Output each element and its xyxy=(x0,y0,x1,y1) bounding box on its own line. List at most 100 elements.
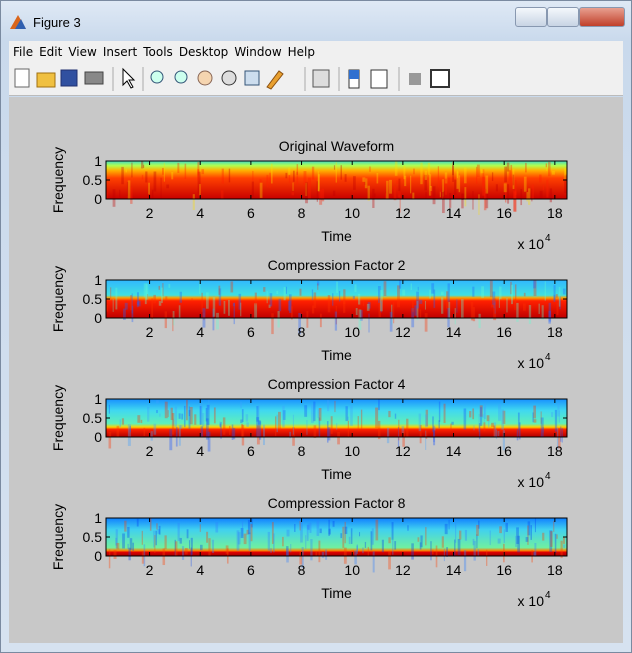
x-multiplier: x 10 xyxy=(518,355,545,371)
spectrogram-texture xyxy=(420,163,422,185)
spectrogram-texture xyxy=(388,537,390,543)
spectrogram-texture xyxy=(159,301,161,306)
spectrogram-texture xyxy=(115,288,117,310)
spectrogram-texture xyxy=(246,414,248,421)
spectrogram-texture xyxy=(328,529,330,535)
spectrogram-texture xyxy=(120,419,121,427)
spectrogram-texture xyxy=(318,541,320,563)
spectrogram-texture xyxy=(444,549,445,561)
spectrogram-texture xyxy=(268,532,270,551)
spectrogram-texture xyxy=(563,289,566,295)
x-tick-label: 4 xyxy=(196,562,204,578)
close-button[interactable] xyxy=(579,7,625,27)
spectrogram-texture xyxy=(182,546,184,560)
spectrogram-texture xyxy=(117,426,120,438)
spectrogram-texture xyxy=(548,311,551,324)
menu-item[interactable]: Window xyxy=(234,45,281,59)
spectrogram-texture xyxy=(374,194,376,198)
spectrogram-texture xyxy=(551,412,553,417)
spectrogram-texture xyxy=(334,165,335,170)
x-tick-label: 16 xyxy=(496,562,512,578)
spectrogram-texture xyxy=(539,175,541,183)
spectrogram-texture xyxy=(144,283,145,297)
spectrogram-texture xyxy=(456,299,457,312)
x-tick-label: 12 xyxy=(395,205,411,221)
spectrogram-texture xyxy=(263,425,265,445)
spectrogram-texture xyxy=(441,297,443,313)
spectrogram-texture xyxy=(305,182,308,203)
spectrogram-texture xyxy=(168,284,170,288)
spectrogram-texture xyxy=(328,427,331,440)
spectrogram-texture xyxy=(185,548,188,554)
spectrogram-texture xyxy=(178,523,180,541)
spectrogram-texture xyxy=(177,163,179,173)
x-tick-label: 10 xyxy=(344,562,360,578)
spectrogram-texture xyxy=(464,167,467,183)
spectrogram-texture xyxy=(430,541,431,560)
x-tick-label: 18 xyxy=(547,205,563,221)
menu-item[interactable]: Edit xyxy=(39,45,62,59)
menu-item[interactable]: Insert xyxy=(103,45,137,59)
spectrogram-texture xyxy=(448,178,450,186)
chart-title: Compression Factor 2 xyxy=(268,257,406,273)
spectrogram-texture xyxy=(490,530,491,545)
spectrogram-texture xyxy=(113,189,116,207)
menu-item[interactable]: Help xyxy=(288,45,315,59)
spectrogram-texture xyxy=(441,292,444,295)
x-tick-label: 14 xyxy=(446,562,462,578)
x-tick-label: 8 xyxy=(298,205,306,221)
spectrogram-texture xyxy=(165,402,168,419)
spectrogram-texture xyxy=(306,420,307,435)
spectrogram-texture xyxy=(113,299,114,312)
spectrogram-texture xyxy=(231,281,234,292)
menu-item[interactable]: File xyxy=(13,45,33,59)
spectrogram-texture xyxy=(384,281,387,296)
spectrogram-texture xyxy=(150,518,152,531)
spectrogram-texture xyxy=(255,293,257,306)
spectrogram-texture xyxy=(286,287,287,294)
menu-bar: File Edit View Insert Tools Desktop Window Help xyxy=(9,41,623,63)
maximize-button[interactable] xyxy=(547,7,579,27)
x-tick-label: 2 xyxy=(146,324,154,340)
spectrogram-texture xyxy=(392,540,393,555)
spectrogram-texture xyxy=(282,537,284,546)
spectrogram-texture xyxy=(534,419,537,423)
spectrogram-texture xyxy=(477,165,480,178)
x-multiplier: x 10 xyxy=(518,593,545,609)
spectrogram-texture xyxy=(368,314,369,333)
spectrogram-texture xyxy=(371,531,373,550)
spectrogram-texture xyxy=(180,425,183,428)
spectrogram-texture xyxy=(184,406,186,427)
spectrogram-texture xyxy=(242,521,243,536)
spectrogram-texture xyxy=(368,186,370,201)
spectrogram-texture xyxy=(350,406,353,426)
spectrogram-texture xyxy=(122,418,124,424)
spectrogram-texture xyxy=(433,430,435,445)
menu-item[interactable]: Tools xyxy=(143,45,173,59)
spectrogram-texture xyxy=(260,183,263,198)
spectrogram-texture xyxy=(320,529,322,534)
x-tick-label: 14 xyxy=(446,443,462,459)
spectrogram-texture xyxy=(288,301,291,311)
menu-item[interactable]: View xyxy=(68,45,96,59)
spectrogram-texture xyxy=(454,180,456,195)
spectrogram-texture xyxy=(229,169,230,183)
spectrogram-texture xyxy=(214,407,216,423)
spectrogram-texture xyxy=(171,172,173,179)
spectrogram-texture xyxy=(368,547,369,556)
spectrogram-texture xyxy=(375,408,378,429)
x-tick-label: 6 xyxy=(247,324,255,340)
y-axis-label: Frequency xyxy=(50,147,66,213)
spectrogram-texture xyxy=(319,189,322,204)
minimize-button[interactable] xyxy=(515,7,547,27)
spectrogram-texture xyxy=(389,180,392,194)
spectrogram-texture xyxy=(539,304,540,314)
spectrogram-texture xyxy=(110,287,111,298)
spectrogram-texture xyxy=(507,163,510,172)
menu-item[interactable]: Desktop xyxy=(179,45,229,59)
spectrogram-texture xyxy=(234,303,235,324)
spectrogram-texture xyxy=(229,426,231,435)
spectrogram-texture xyxy=(208,538,210,556)
x-tick-label: 18 xyxy=(547,443,563,459)
spectrogram-texture xyxy=(179,305,181,318)
